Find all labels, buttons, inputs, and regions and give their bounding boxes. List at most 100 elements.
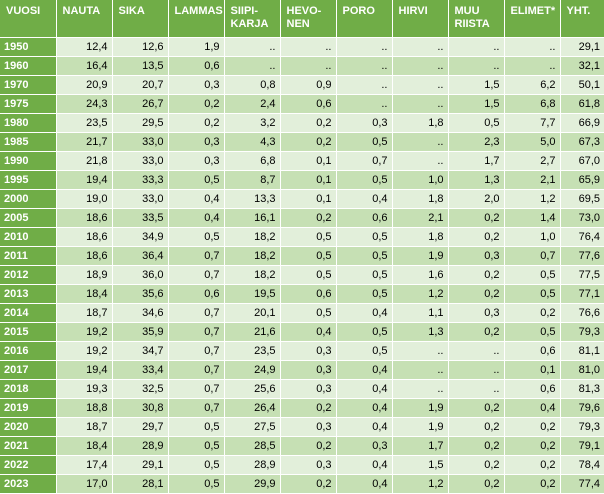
- value-cell: 76,6: [560, 303, 604, 323]
- table-row: 2021 18,4 28,9 0,5 28,5 0,2 0,3 1,7 0,2 0,2 79,1: [0, 436, 604, 456]
- value-cell: 0,2: [168, 113, 225, 133]
- value-cell: 0,5: [336, 227, 393, 247]
- value-cell: 0,5: [336, 322, 393, 342]
- value-cell: 0,5: [168, 436, 225, 456]
- value-cell: 0,3: [280, 455, 337, 475]
- value-cell: 0,4: [336, 398, 393, 418]
- value-cell: 0,5: [168, 474, 225, 494]
- value-cell: 18,4: [56, 436, 113, 456]
- value-cell: 33,4: [112, 360, 169, 380]
- value-cell: 1,4: [504, 208, 561, 228]
- value-cell: 0,5: [448, 113, 505, 133]
- value-cell: 0,5: [280, 246, 337, 266]
- value-cell: ..: [448, 56, 505, 76]
- value-cell: 23,5: [56, 113, 113, 133]
- value-cell: 0,3: [168, 151, 225, 171]
- year-cell: 1985: [0, 132, 57, 152]
- value-cell: 36,0: [112, 265, 169, 285]
- value-cell: 81,3: [560, 379, 604, 399]
- value-cell: 0,2: [280, 132, 337, 152]
- table-row: 2020 18,7 29,7 0,5 27,5 0,3 0,4 1,9 0,2 0,2 79,3: [0, 417, 604, 437]
- table-row: 1970 20,9 20,7 0,3 0,8 0,9.... 1,5 6,2 50,1: [0, 75, 604, 95]
- value-cell: 1,2: [392, 474, 449, 494]
- value-cell: 0,6: [168, 56, 225, 76]
- value-cell: 18,7: [56, 417, 113, 437]
- value-cell: 6,2: [504, 75, 561, 95]
- value-cell: 79,6: [560, 398, 604, 418]
- value-cell: 77,4: [560, 474, 604, 494]
- value-cell: 19,3: [56, 379, 113, 399]
- value-cell: 0,4: [168, 208, 225, 228]
- value-cell: 1,7: [392, 436, 449, 456]
- table-row: 1980 23,5 29,5 0,2 3,2 0,2 0,3 1,8 0,5 7,7 66,9: [0, 113, 604, 133]
- value-cell: 28,1: [112, 474, 169, 494]
- value-cell: 21,6: [224, 322, 281, 342]
- header-hirvi: HIRVI: [392, 0, 449, 38]
- value-cell: 78,4: [560, 455, 604, 475]
- value-cell: 0,6: [280, 94, 337, 114]
- value-cell: ..: [280, 56, 337, 76]
- value-cell: 0,6: [336, 208, 393, 228]
- header-label: HIRVI: [398, 5, 428, 17]
- header-hevonen: HEVO- NEN: [280, 0, 337, 38]
- value-cell: 0,5: [504, 265, 561, 285]
- value-cell: 34,6: [112, 303, 169, 323]
- value-cell: 61,8: [560, 94, 604, 114]
- value-cell: 0,2: [448, 322, 505, 342]
- value-cell: 18,9: [56, 265, 113, 285]
- value-cell: 0,4: [280, 322, 337, 342]
- value-cell: 33,0: [112, 151, 169, 171]
- value-cell: 0,3: [336, 436, 393, 456]
- value-cell: 33,5: [112, 208, 169, 228]
- value-cell: 0,2: [448, 436, 505, 456]
- value-cell: 81,1: [560, 341, 604, 361]
- value-cell: 0,6: [504, 379, 561, 399]
- year-cell: 1970: [0, 75, 57, 95]
- value-cell: 21,7: [56, 132, 113, 152]
- value-cell: 0,3: [448, 303, 505, 323]
- value-cell: 2,1: [392, 208, 449, 228]
- header-label: NEN: [286, 18, 310, 30]
- value-cell: 0,4: [336, 379, 393, 399]
- value-cell: 18,6: [56, 246, 113, 266]
- table-row: 2022 17,4 29,1 0,5 28,9 0,3 0,4 1,5 0,2 0,2 78,4: [0, 455, 604, 475]
- value-cell: 0,2: [168, 94, 225, 114]
- header-elimet: ELIMET*: [504, 0, 561, 38]
- value-cell: 77,5: [560, 265, 604, 285]
- value-cell: 1,8: [392, 227, 449, 247]
- value-cell: 0,2: [280, 398, 337, 418]
- value-cell: 0,6: [504, 341, 561, 361]
- value-cell: ..: [448, 360, 505, 380]
- header-poro: PORO: [336, 0, 393, 38]
- value-cell: 1,3: [392, 322, 449, 342]
- header-label: RIISTA: [454, 18, 490, 30]
- value-cell: 18,4: [56, 284, 113, 304]
- value-cell: 2,0: [448, 189, 505, 209]
- value-cell: 77,6: [560, 246, 604, 266]
- value-cell: 66,9: [560, 113, 604, 133]
- value-cell: 0,3: [168, 75, 225, 95]
- value-cell: ..: [392, 75, 449, 95]
- value-cell: 20,9: [56, 75, 113, 95]
- value-cell: 7,7: [504, 113, 561, 133]
- value-cell: 32,1: [560, 56, 604, 76]
- value-cell: 0,5: [168, 455, 225, 475]
- value-cell: 67,3: [560, 132, 604, 152]
- header-lammas: LAMMAS: [168, 0, 225, 38]
- value-cell: 20,7: [112, 75, 169, 95]
- value-cell: 2,1: [504, 170, 561, 190]
- table-row: 1990 21,8 33,0 0,3 6,8 0,1 0,7.. 1,7 2,7 67,0: [0, 151, 604, 171]
- value-cell: 1,8: [392, 113, 449, 133]
- value-cell: 0,5: [336, 132, 393, 152]
- header-siipikarja: SIIPI- KARJA: [224, 0, 281, 38]
- value-cell: 0,3: [168, 132, 225, 152]
- table-row: 2011 18,6 36,4 0,7 18,2 0,5 0,5 1,9 0,3 0,7 77,6: [0, 246, 604, 266]
- value-cell: 0,1: [280, 151, 337, 171]
- table-row: 2010 18,6 34,9 0,5 18,2 0,5 0,5 1,8 0,2 1,0 76,4: [0, 227, 604, 247]
- value-cell: 0,7: [168, 265, 225, 285]
- value-cell: 0,5: [504, 322, 561, 342]
- value-cell: 0,2: [448, 227, 505, 247]
- table-row: 1985 21,7 33,0 0,3 4,3 0,2 0,5.. 2,3 5,0 67,3: [0, 132, 604, 152]
- value-cell: 0,2: [504, 436, 561, 456]
